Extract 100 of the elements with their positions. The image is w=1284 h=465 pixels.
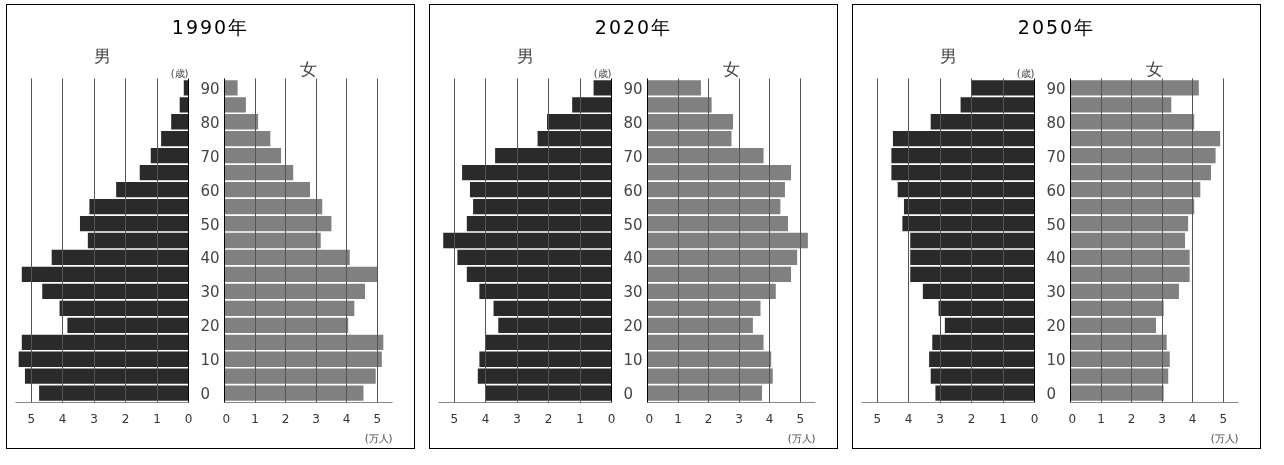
x-tick-label: 2 [281,411,290,426]
bar [1070,148,1216,164]
bar [1070,114,1195,130]
bar [224,266,378,283]
bar [493,300,612,316]
x-tick-label: 3 [90,411,98,426]
bar [1070,317,1157,333]
bar [179,97,189,113]
bar [1070,198,1195,215]
bar [224,181,311,198]
bar [944,317,1035,333]
bar [161,131,189,147]
bar [537,131,612,147]
bar [647,266,792,283]
bar [462,165,612,181]
bar [224,249,350,266]
bar [1070,131,1221,147]
series-label: 男 [939,45,957,66]
bar [1070,300,1164,316]
x-tick-label: 1 [999,411,1007,426]
bar [1070,232,1186,249]
x-tick-label: 4 [1188,411,1197,426]
y-tick-label: 60 [623,181,643,200]
bar [59,300,189,316]
bar [647,198,781,215]
bar [139,165,189,181]
x-tick-label: 2 [544,411,553,426]
y-tick-label: 0 [1046,385,1057,404]
bar [479,283,612,300]
y-tick-label: 30 [200,283,220,302]
bar [1070,266,1190,283]
bar [935,385,1035,401]
bar [647,215,789,232]
bar [572,97,612,113]
x-tick-label: 1 [674,411,682,426]
bar [938,300,1035,316]
bar [930,114,1035,130]
x-tick-label: 5 [373,411,382,426]
y-tick-label: 70 [200,147,220,166]
bar [910,249,1035,266]
bar [473,198,612,215]
bar [39,385,189,401]
bar [1070,215,1189,232]
bar [1070,165,1212,181]
bar [647,334,764,350]
series-label: 女 [1146,58,1163,79]
y-tick-label: 40 [1046,249,1066,268]
x-tick-label: 1 [153,411,161,426]
bar [932,334,1035,350]
bar [910,232,1035,249]
y-tick-label: 50 [200,215,220,234]
y-tick-label: 80 [623,113,643,132]
bar [224,114,259,130]
x-tick-label: 3 [1158,411,1166,426]
bar [891,148,1035,164]
bar [903,198,1035,215]
bar [971,80,1035,96]
bar [891,165,1035,181]
bar [495,148,612,164]
bar [89,198,189,215]
bar [224,165,294,181]
bar [224,198,323,215]
bar [466,215,612,232]
x-tick-label: 5 [450,411,459,426]
bar [647,351,772,367]
y-tick-label: 80 [1046,113,1066,132]
y-tick-label: 60 [200,181,220,200]
bar [224,300,355,316]
chart-title: 2050年 [1017,15,1096,40]
y-axis-title: (歳) [593,67,612,79]
y-tick-label: 90 [1046,79,1066,98]
bar [1070,351,1170,367]
bar [647,131,732,147]
x-tick-label: 5 [27,411,36,426]
x-tick-label: 0 [607,411,616,426]
x-axis-title: (万人) [787,432,816,444]
x-tick-label: 4 [58,411,67,426]
bar [1070,368,1169,384]
x-tick-label: 4 [904,411,913,426]
x-tick-label: 1 [576,411,584,426]
bar [647,165,792,181]
x-tick-label: 0 [184,411,193,426]
x-tick-label: 2 [967,411,976,426]
bar [224,351,382,367]
text: 男 [93,45,111,66]
x-tick-label: 4 [765,411,774,426]
bar [547,114,612,130]
bar [224,148,282,164]
x-axis-title: (万人) [364,432,393,444]
bar [1070,249,1190,266]
y-tick-label: 0 [623,385,634,404]
bar [960,97,1035,113]
x-tick-label: 5 [873,411,882,426]
bar [21,266,189,283]
y-tick-label: 70 [1046,147,1066,166]
bar [443,232,612,249]
bar [929,351,1035,367]
bar [647,114,734,130]
y-tick-label: 70 [623,147,643,166]
bar [87,232,189,249]
